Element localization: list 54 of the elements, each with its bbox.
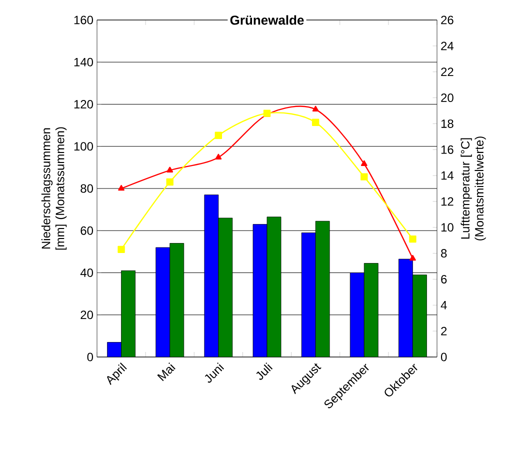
point [118, 184, 124, 191]
point [312, 106, 319, 112]
bar [218, 218, 233, 357]
bar [121, 270, 136, 357]
y-tick-label: 100 [74, 142, 94, 151]
y2-tick-label: 16 [441, 145, 454, 154]
y-tick-label: 160 [74, 16, 94, 24]
y2-tick-label: 0 [440, 352, 447, 362]
bar [266, 216, 282, 357]
point [214, 132, 222, 139]
y2-tick-label: 2 [441, 326, 447, 336]
bar [412, 274, 427, 357]
y2-tick-label: 20 [441, 94, 454, 102]
bar [107, 342, 122, 357]
y2-axis-title: Lufttemperatur [°C] (Monatsmittelwerte) [460, 136, 486, 240]
y2-tick-label: 10 [441, 223, 454, 232]
bar [364, 263, 378, 357]
point [410, 254, 416, 261]
y2-tick-label: 8 [441, 249, 447, 258]
y-axis-title: Niederschlagssummen [mm] (Monatssummen) [41, 127, 67, 250]
bar [156, 247, 170, 357]
bar [398, 258, 413, 357]
y2-tick-label: 4 [440, 301, 447, 310]
y-tick-label: 40 [80, 268, 94, 278]
bar [315, 220, 330, 357]
y2-tick-label: 24 [441, 42, 454, 50]
y2-tick-label: 12 [441, 197, 454, 206]
y-tick-label: 20 [80, 310, 94, 320]
point [360, 173, 368, 180]
y2-tick-label: 22 [441, 68, 454, 76]
bar [204, 194, 219, 357]
y-tick-label: 140 [74, 58, 94, 66]
chart-title: Grünewalde [230, 15, 304, 25]
point [312, 118, 320, 126]
y-tick-label: 120 [74, 100, 94, 109]
bar [252, 224, 268, 357]
point [166, 166, 174, 172]
y2-tick-label: 6 [441, 274, 447, 284]
bar [301, 232, 316, 357]
bar [350, 272, 364, 357]
y2-tick-label: 18 [441, 119, 454, 128]
point [166, 178, 174, 186]
point [409, 235, 416, 243]
y-tick-label: 60 [80, 226, 94, 235]
point [215, 154, 222, 160]
point [118, 246, 125, 254]
y-tick-label: 0 [87, 352, 94, 362]
x-tick-label: Juli [256, 362, 273, 380]
y2-tick-label: 26 [441, 16, 454, 24]
x-tick-label: Mai [157, 362, 176, 382]
point [360, 160, 368, 166]
bar [170, 243, 184, 357]
y-tick-label: 80 [80, 184, 94, 193]
y2-tick-label: 14 [441, 171, 454, 180]
